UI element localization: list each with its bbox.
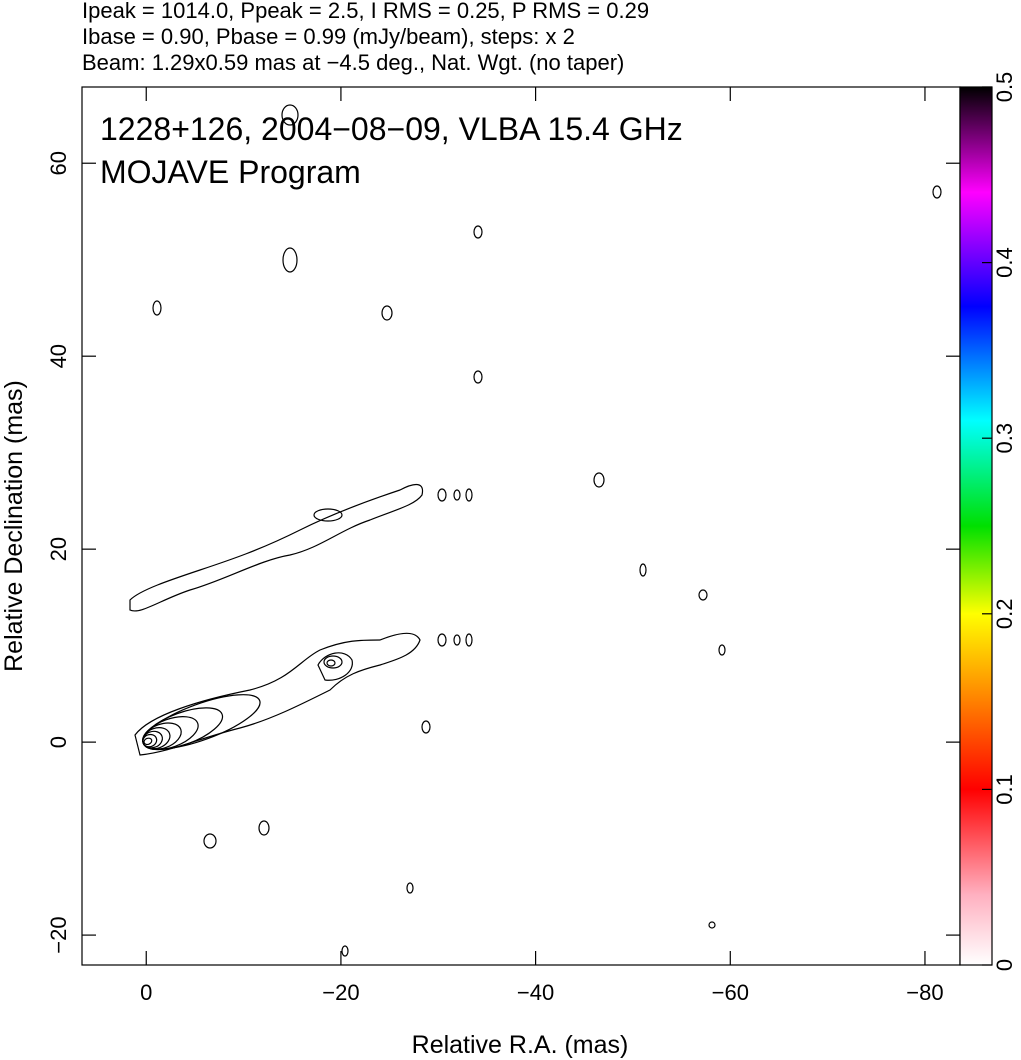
- contour: [718, 644, 726, 656]
- jet-outline: [134, 632, 421, 756]
- x-tick-label: −20: [322, 980, 359, 1005]
- x-tick-label: −80: [906, 980, 943, 1005]
- contour: [317, 652, 353, 681]
- contour: [323, 655, 343, 669]
- header-line: Ibase = 0.90, Pbase = 0.99 (mJy/beam), s…: [82, 24, 575, 49]
- contour: [932, 185, 942, 199]
- header-line: Beam: 1.29x0.59 mas at −4.5 deg., Nat. W…: [82, 50, 624, 75]
- colorbar-tick-label: 0.2: [992, 599, 1017, 630]
- contour: [437, 633, 447, 647]
- colorbar-tick-label: 0: [992, 959, 1017, 971]
- contour: [282, 247, 298, 273]
- annotation: MOJAVE Program: [100, 154, 361, 190]
- header-line: Ipeak = 1014.0, Ppeak = 2.5, I RMS = 0.2…: [82, 0, 649, 23]
- y-axis-label: Relative Declination (mas): [0, 380, 28, 672]
- contour: [152, 300, 162, 316]
- colorbar-tick-label: 0.1: [992, 774, 1017, 805]
- plot-frame: [81, 86, 961, 966]
- contour: [473, 225, 483, 239]
- contour: [281, 104, 299, 126]
- contour: [453, 634, 461, 646]
- contour: [143, 737, 153, 746]
- y-tick-label: 20: [46, 537, 71, 561]
- contours: [129, 104, 942, 957]
- contour: [593, 472, 605, 488]
- colorbar-tick-label: 0.3: [992, 423, 1017, 454]
- contour: [326, 659, 336, 667]
- x-tick-label: 0: [140, 980, 152, 1005]
- y-tick-label: 60: [46, 151, 71, 175]
- x-tick-label: −60: [712, 980, 749, 1005]
- contour: [313, 508, 343, 522]
- x-tick-label: −40: [517, 980, 554, 1005]
- jet-outline: [129, 484, 424, 612]
- y-tick-label: 40: [46, 344, 71, 368]
- contour: [142, 694, 261, 750]
- colorbar: [959, 86, 993, 966]
- y-tick-label: 0: [46, 736, 71, 748]
- contour: [453, 489, 461, 501]
- y-tick-label: −20: [46, 916, 71, 953]
- annotation: 1228+126, 2004−08−09, VLBA 15.4 GHz: [100, 111, 683, 147]
- contour: [406, 882, 414, 894]
- colorbar-tick-label: 0.5: [992, 72, 1017, 103]
- contour: [465, 488, 473, 502]
- core-contours: [142, 694, 261, 751]
- contour: [465, 633, 473, 647]
- contour: [203, 833, 217, 849]
- contour: [473, 370, 483, 384]
- contour: [381, 305, 393, 321]
- contour: [639, 563, 647, 577]
- contour: [341, 945, 349, 957]
- contour: [258, 820, 270, 836]
- contour: [708, 921, 716, 929]
- contour: [421, 720, 431, 734]
- x-axis-label: Relative R.A. (mas): [412, 1031, 629, 1059]
- colorbar-tick-label: 0.4: [992, 247, 1017, 278]
- contour: [698, 589, 708, 601]
- contour: [437, 488, 447, 502]
